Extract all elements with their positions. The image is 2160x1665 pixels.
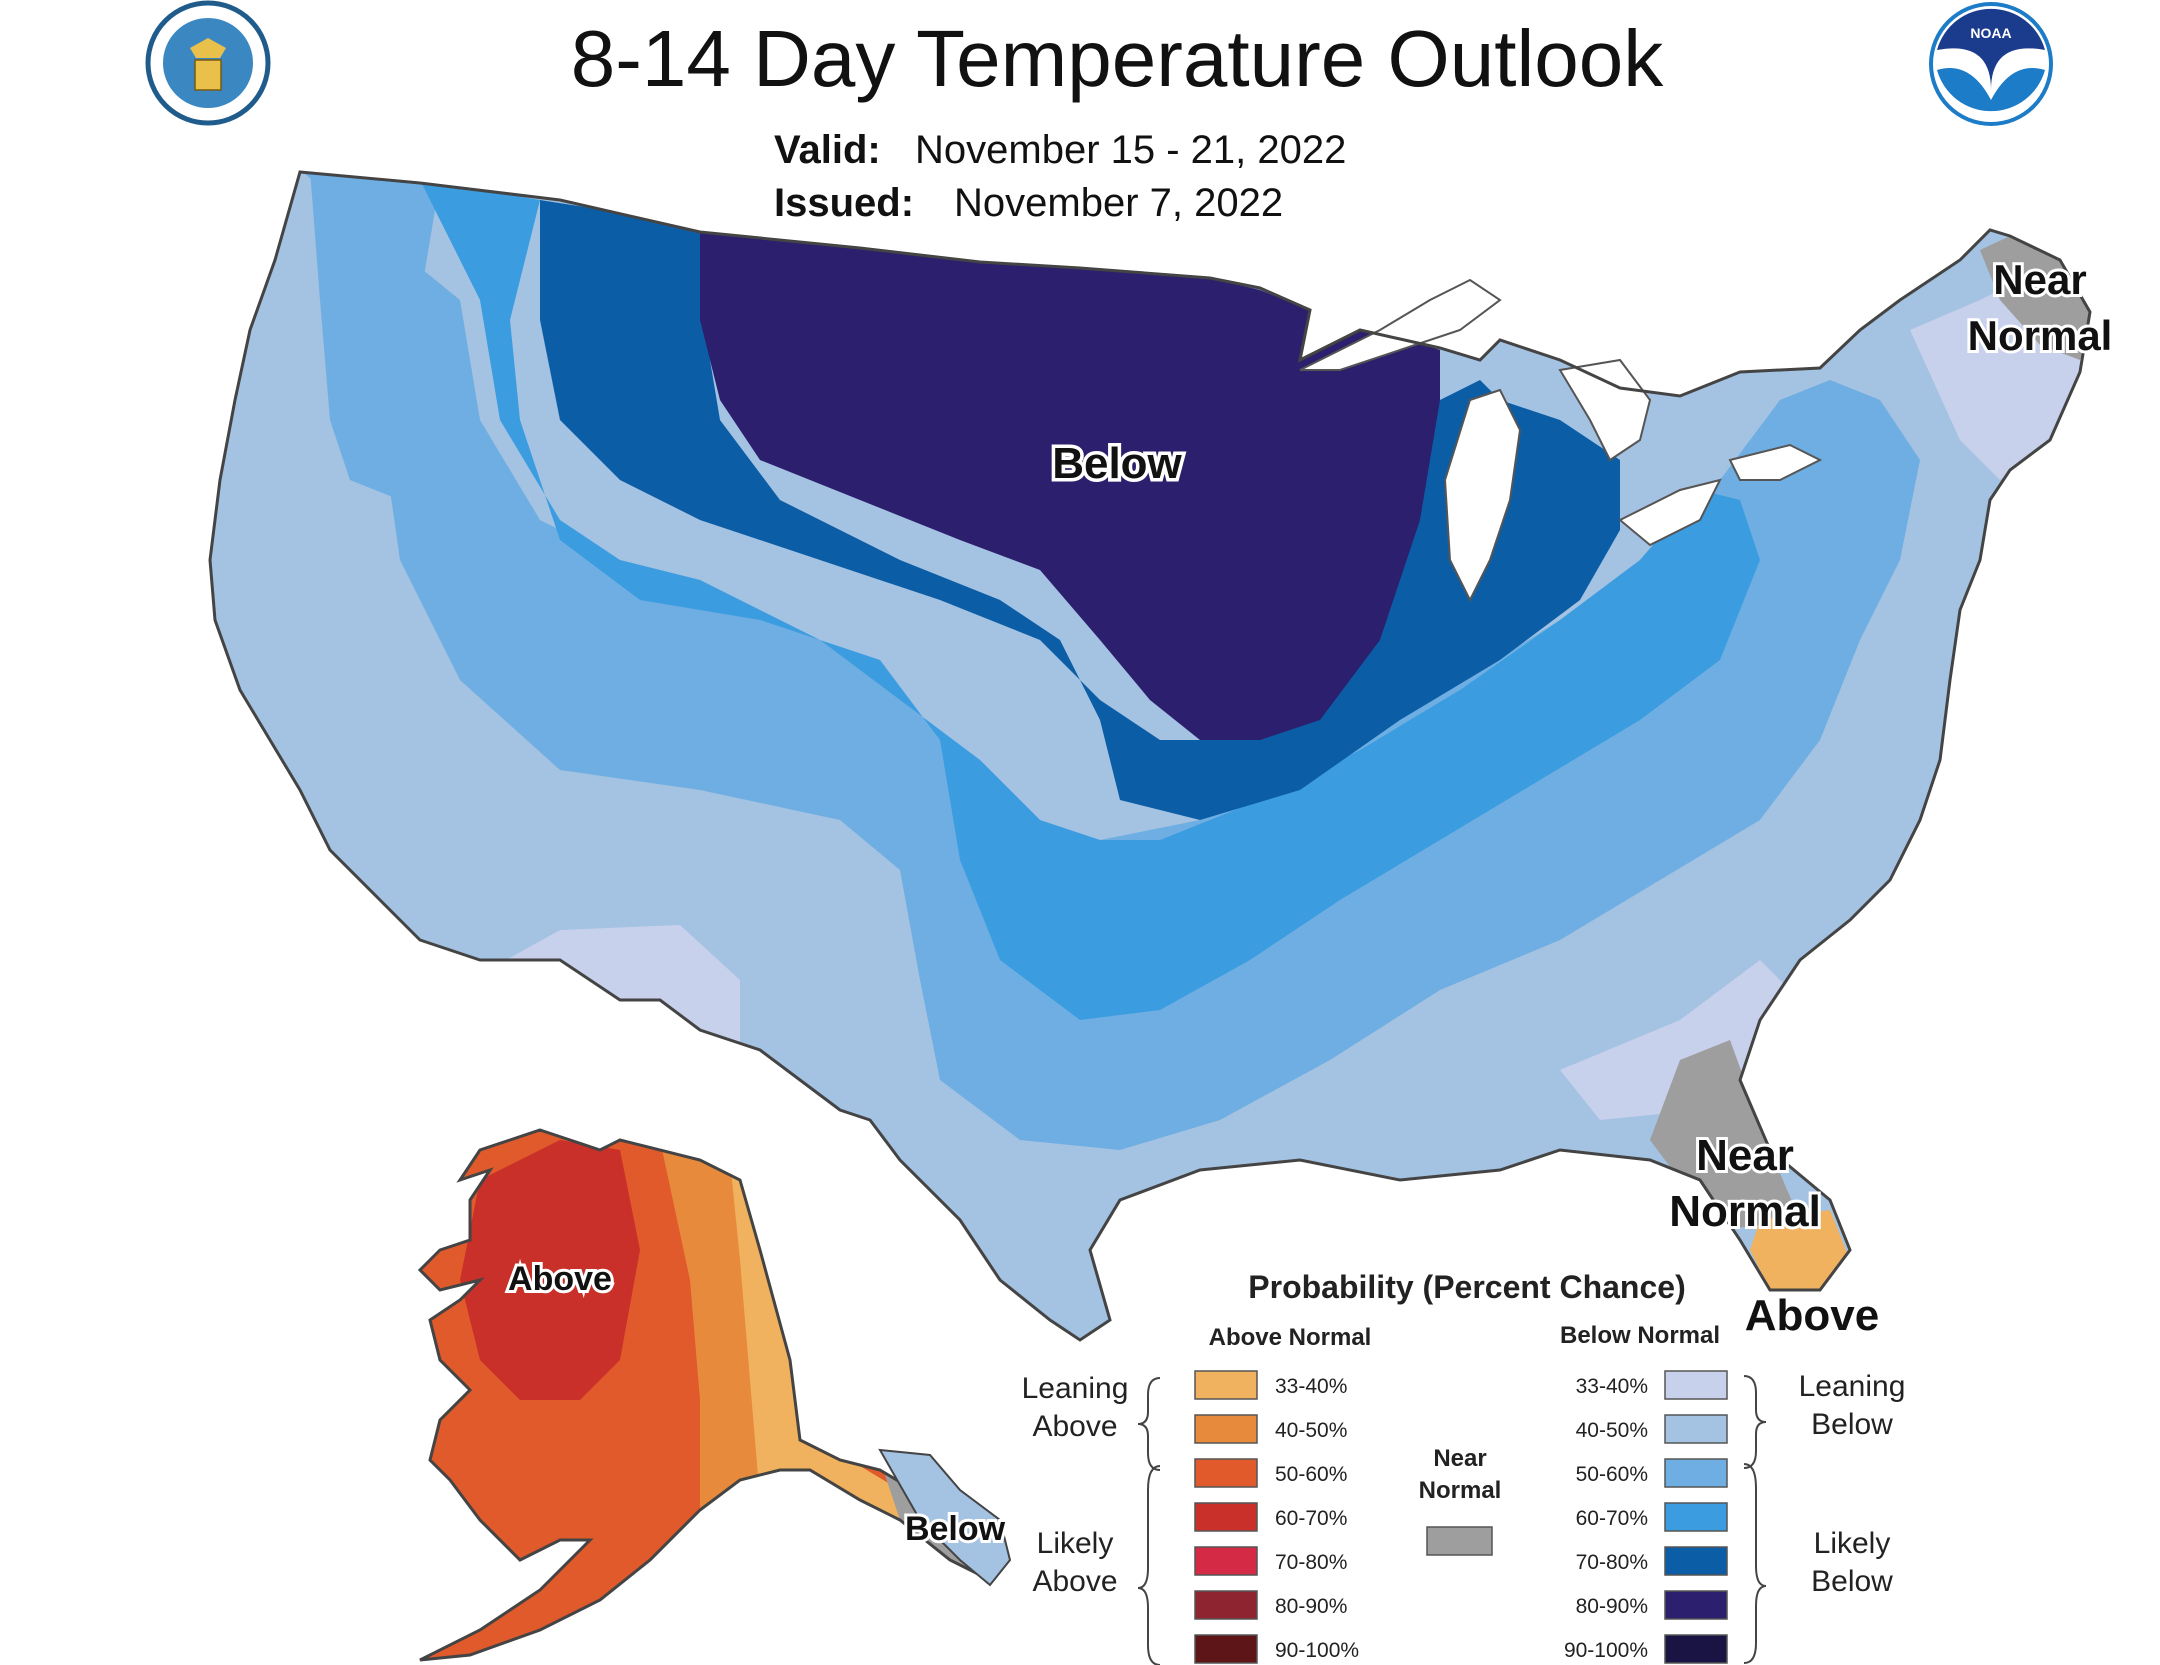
above-33-40-ak-zone [730,1160,1000,1660]
legend-below-swatch [1664,1590,1728,1620]
legend-above-swatches: 33-40% 40-50% 50-60% 60-70% 70-80% 80-90% 90-1… [1194,1370,1359,1664]
legend: Probability (Percent Chance) Above Norma… [1022,1269,1906,1665]
legend-near-normal-1: Near [1433,1445,1486,1472]
legend-likely-above-1: Likely [1037,1527,1114,1560]
map-label-below-ak: Below [905,1510,1006,1548]
legend-above-swatch [1194,1458,1258,1488]
legend-above-swatch [1194,1370,1258,1400]
legend-likely-below-1: Likely [1814,1527,1891,1560]
legend-brace-leaning-above [1137,1377,1161,1471]
map-label-above-ak: Above [508,1260,612,1298]
issued-label: Issued: [774,181,914,225]
legend-below-range-label: 70-80% [1576,1551,1648,1574]
conus-outline [208,170,2092,1342]
legend-below-range-label: 40-50% [1576,1419,1648,1442]
legend-brace-likely-below [1743,1463,1767,1664]
legend-above-range-label: 50-60% [1275,1463,1347,1486]
map-label-near-normal-ne-2: Normal [1968,312,2113,359]
legend-above-range-label: 40-50% [1275,1419,1347,1442]
svg-text:NOAA: NOAA [1970,25,2011,41]
legend-above-swatch [1194,1634,1258,1664]
below-50-60-zone [300,172,1920,1150]
legend-below-swatch [1664,1634,1728,1664]
legend-title: Probability (Percent Chance) [1248,1269,1685,1305]
great-lakes [1299,278,1823,603]
legend-below-swatch [1664,1546,1728,1576]
legend-leaning-below-1: Leaning [1799,1370,1906,1403]
legend-above-swatch [1194,1414,1258,1444]
legend-above-range-label: 80-90% [1275,1595,1347,1618]
legend-below-swatch [1664,1458,1728,1488]
legend-above-range-label: 90-100% [1275,1639,1359,1662]
map-label-near-normal-fl-2: Normal [1669,1187,1821,1236]
legend-above-swatch [1194,1502,1258,1532]
valid-value: November 15 - 21, 2022 [915,128,1346,172]
valid-label: Valid: [774,128,881,172]
legend-below-range-label: 33-40% [1576,1375,1648,1398]
noaa-logo-icon: NOAA [1929,2,2053,126]
legend-likely-above-2: Above [1032,1565,1117,1598]
map-label-above-fl: Above [1745,1291,1879,1340]
below-60-70-zone [420,180,1760,1020]
legend-brace-likely-above [1137,1465,1161,1665]
below-50-60-nw-zone [310,172,440,500]
legend-below-swatch [1664,1370,1728,1400]
above-40-50-ak-zone [660,1140,1000,1660]
legend-near-normal-2: Normal [1419,1477,1502,1504]
legend-below-swatch [1664,1414,1728,1444]
page-title: 8-14 Day Temperature Outlook [571,14,1664,103]
legend-above-swatch [1194,1546,1258,1576]
issued-value: November 7, 2022 [954,181,1283,225]
map-label-below-midwest: Below [1052,439,1182,488]
alaska-outline [417,1128,1002,1662]
legend-leaning-above-2: Above [1032,1410,1117,1443]
below-80-90-zone [700,228,1440,740]
legend-above-swatch [1194,1590,1258,1620]
legend-below-header: Below Normal [1560,1322,1720,1349]
commerce-seal-icon [145,0,271,126]
ak-panhandle [878,1448,1012,1587]
legend-likely-below-2: Below [1811,1565,1893,1598]
legend-above-range-label: 33-40% [1275,1375,1347,1398]
legend-above-header: Above Normal [1209,1324,1372,1351]
legend-brace-leaning-below [1743,1375,1767,1469]
legend-below-range-label: 60-70% [1576,1507,1648,1530]
above-33-40-fl-zone [1750,1210,1850,1290]
legend-above-range-label: 60-70% [1275,1507,1347,1530]
legend-below-range-label: 90-100% [1564,1639,1648,1662]
legend-below-range-label: 50-60% [1576,1463,1648,1486]
legend-below-range-label: 80-90% [1576,1595,1648,1618]
map-label-near-normal-ne-1: Near [1993,256,2086,303]
legend-near-normal-swatch [1426,1526,1493,1556]
conus-map [210,172,2090,1340]
legend-below-swatch [1664,1502,1728,1532]
legend-leaning-below-2: Below [1811,1408,1893,1441]
above-60-70-ak-zone [460,1140,640,1400]
legend-below-swatches: 33-40% 40-50% 50-60% 60-70% 70-80% 80-90% 90-1… [1564,1370,1728,1664]
legend-above-range-label: 70-80% [1275,1551,1347,1574]
legend-leaning-above-1: Leaning [1022,1372,1129,1405]
map-label-near-normal-fl-1: Near [1696,1131,1794,1180]
